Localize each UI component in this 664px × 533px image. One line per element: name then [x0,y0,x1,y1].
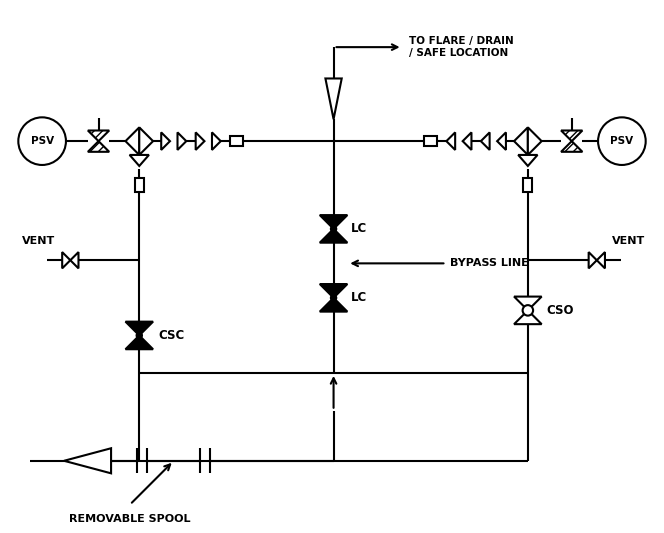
Polygon shape [212,132,220,150]
Polygon shape [561,141,582,152]
Circle shape [598,117,645,165]
Polygon shape [320,284,347,298]
Polygon shape [463,132,471,150]
Polygon shape [528,127,542,155]
Polygon shape [320,215,347,229]
Circle shape [331,295,337,301]
Polygon shape [481,132,489,150]
Circle shape [331,226,337,232]
Polygon shape [589,252,597,269]
Text: LC: LC [351,222,367,236]
Circle shape [523,305,533,316]
Polygon shape [64,448,111,473]
Bar [135,178,143,192]
Bar [230,136,242,146]
Polygon shape [125,321,153,335]
Bar [523,178,533,192]
Text: BYPASS LINE: BYPASS LINE [450,259,529,269]
Polygon shape [514,310,542,324]
Text: PSV: PSV [610,136,633,146]
Polygon shape [597,252,605,269]
Text: VENT: VENT [23,237,56,246]
Polygon shape [129,155,149,166]
Polygon shape [320,298,347,312]
Polygon shape [161,132,170,150]
Circle shape [19,117,66,165]
Polygon shape [62,252,70,269]
Bar [424,136,437,146]
Polygon shape [88,141,109,152]
Polygon shape [177,132,187,150]
Polygon shape [320,229,347,243]
Polygon shape [88,131,109,141]
Polygon shape [446,132,455,150]
Text: PSV: PSV [31,136,54,146]
Polygon shape [139,127,153,155]
Polygon shape [125,127,139,155]
Text: VENT: VENT [612,237,645,246]
Text: LC: LC [351,292,367,304]
Polygon shape [125,335,153,349]
Polygon shape [514,127,528,155]
Polygon shape [561,131,582,141]
Polygon shape [325,78,342,119]
Polygon shape [497,132,506,150]
Polygon shape [518,155,538,166]
Polygon shape [70,252,78,269]
Text: REMOVABLE SPOOL: REMOVABLE SPOOL [69,514,191,524]
Text: CSO: CSO [546,304,574,317]
Polygon shape [196,132,205,150]
Text: CSC: CSC [158,329,185,342]
Text: TO FLARE / DRAIN
/ SAFE LOCATION: TO FLARE / DRAIN / SAFE LOCATION [409,36,513,58]
Polygon shape [514,296,542,310]
Circle shape [136,333,142,338]
